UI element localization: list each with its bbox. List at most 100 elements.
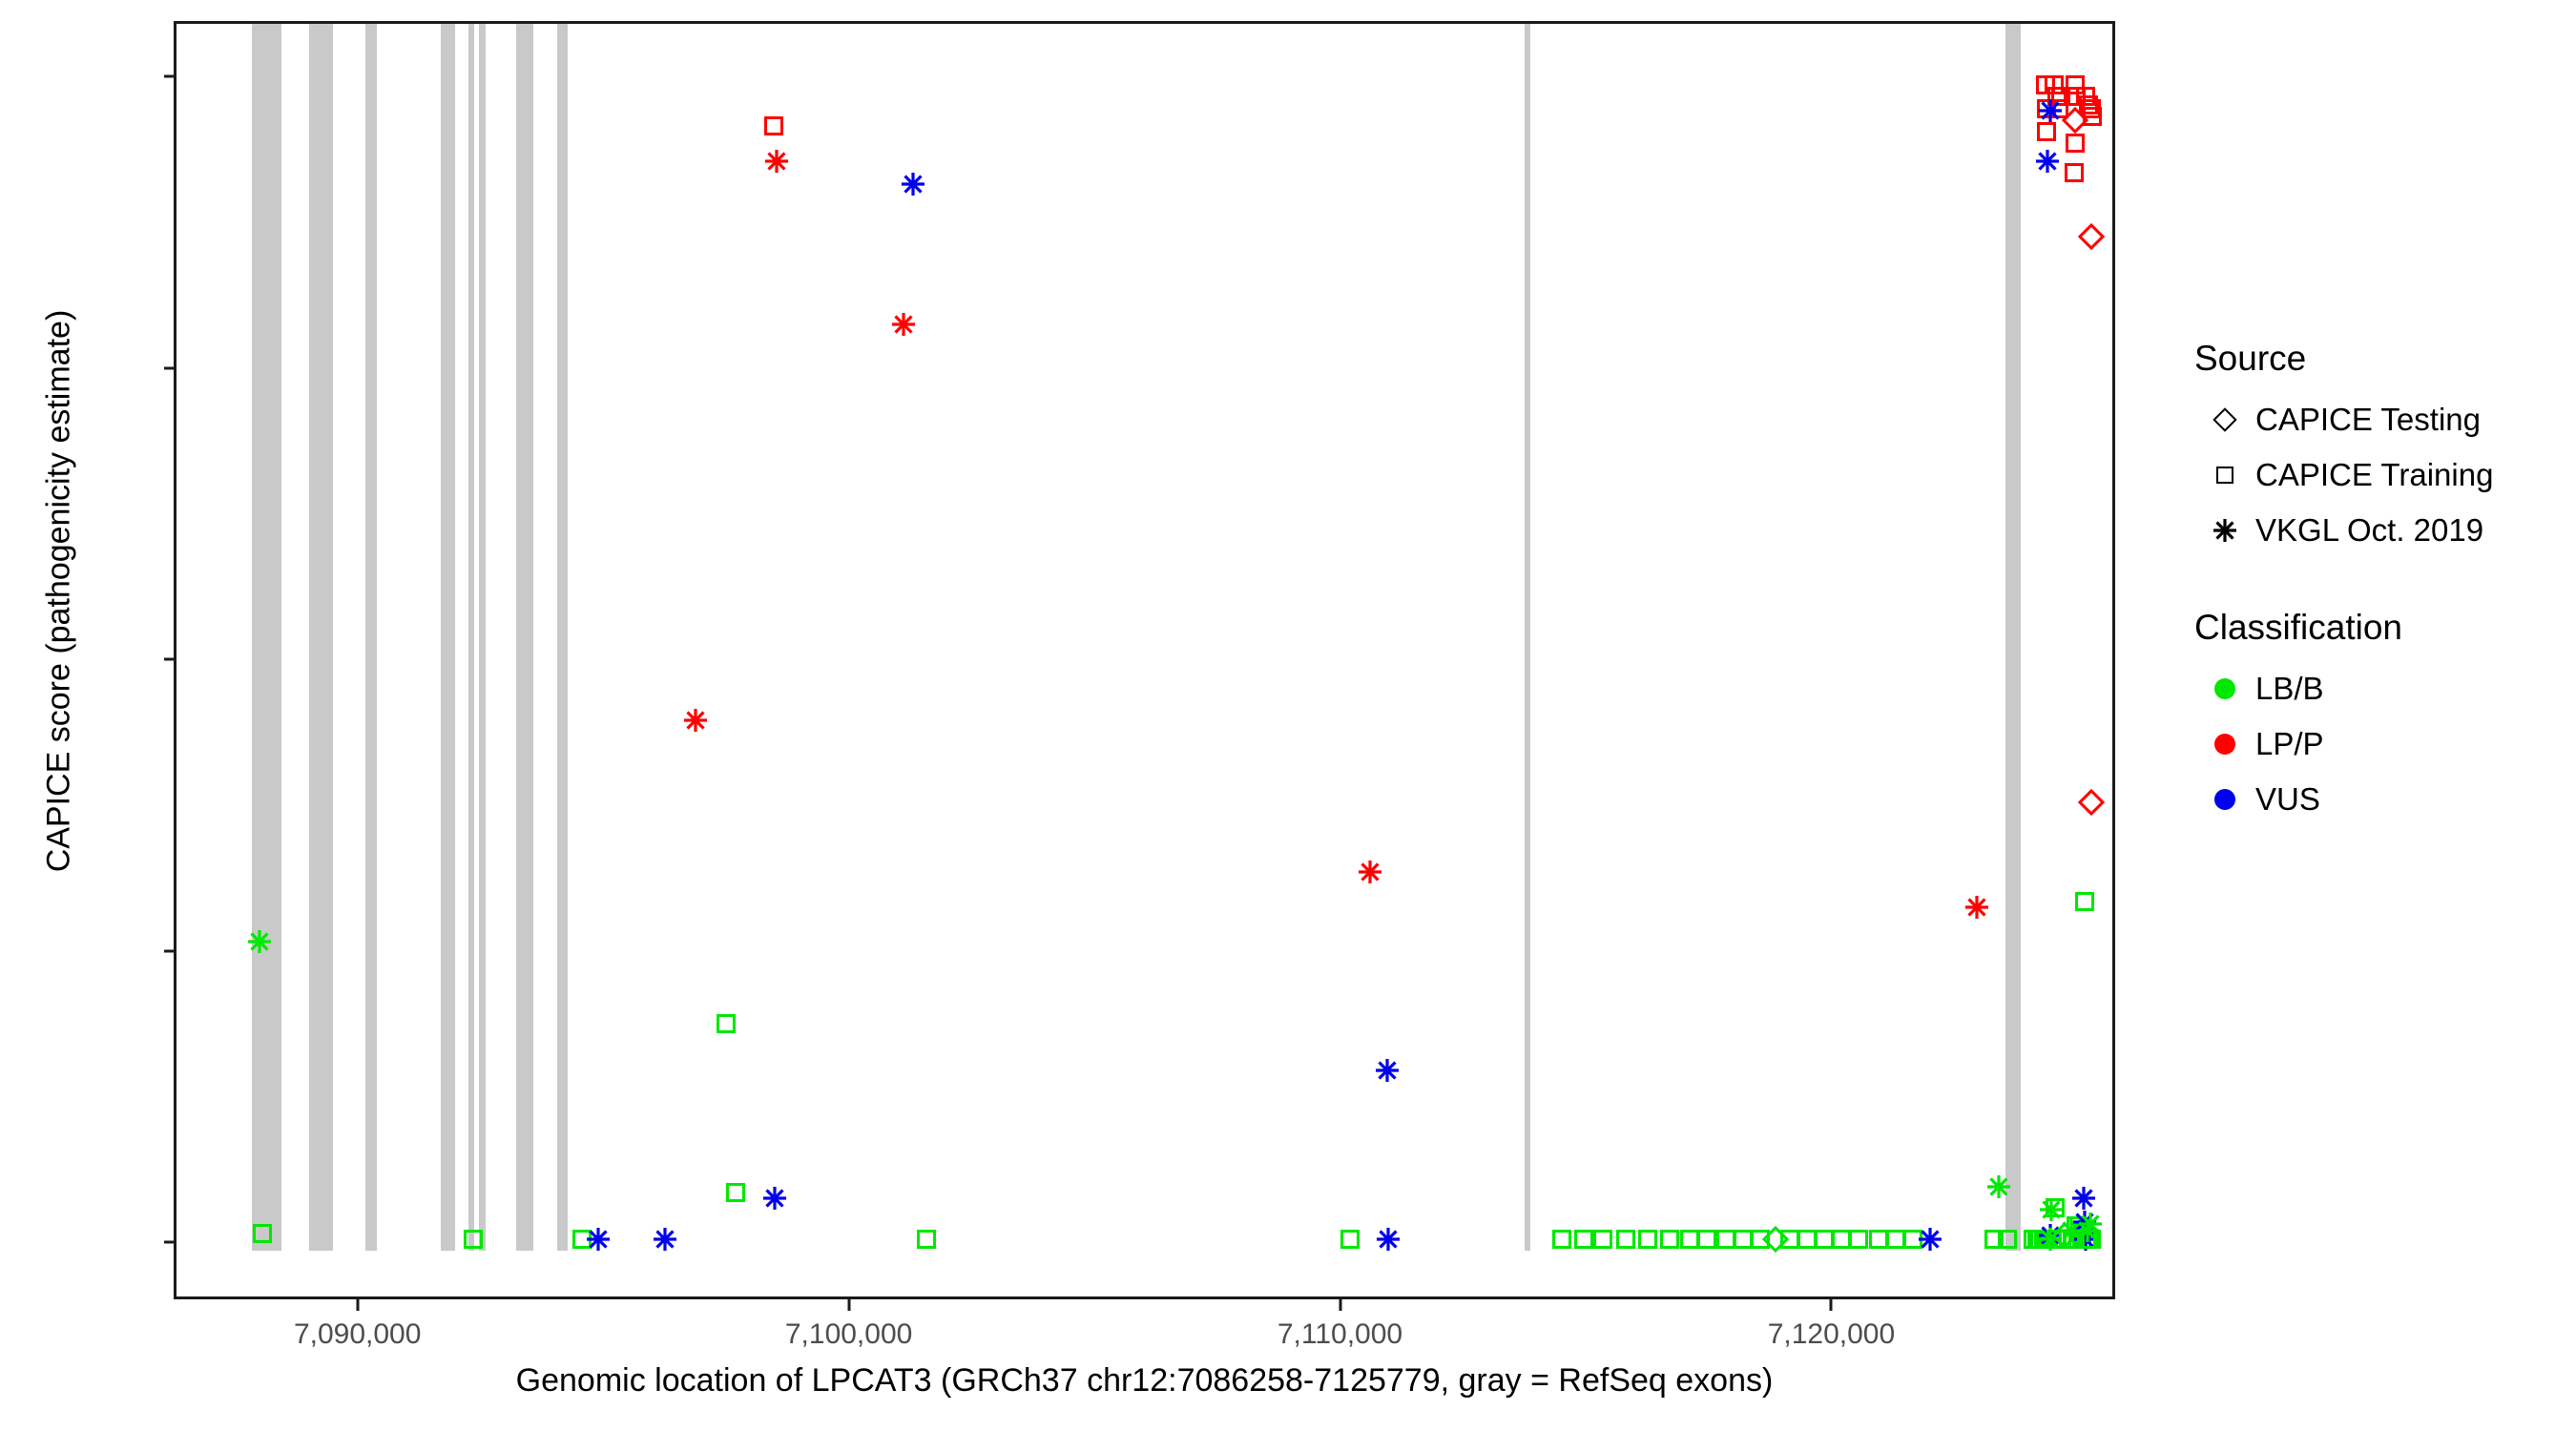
legend-group-source: CAPICE Testing CAPICE Training VKGL Oct. 2… <box>2194 392 2557 558</box>
exon-band <box>556 24 568 1251</box>
exon-band <box>252 24 282 1251</box>
data-point <box>2076 87 2096 107</box>
data-point <box>2038 98 2063 123</box>
x-tick-mark <box>847 1299 851 1311</box>
data-point <box>2039 1197 2064 1222</box>
data-point <box>2030 1229 2050 1249</box>
data-point <box>2078 222 2106 251</box>
data-point <box>1375 1058 1400 1083</box>
x-tick-label: 7,110,000 <box>1277 1318 1403 1350</box>
data-point <box>2051 87 2071 107</box>
data-point <box>1615 1229 1635 1249</box>
legend-item[interactable]: VKGL Oct. 2019 <box>2194 503 2557 558</box>
exon-band <box>2005 24 2022 1251</box>
data-point <box>2049 98 2069 118</box>
data-point <box>2075 1218 2100 1243</box>
data-point <box>1832 1229 1852 1249</box>
legend-item[interactable]: LB/B <box>2194 661 2557 716</box>
y-tick-mark <box>164 366 174 369</box>
data-point <box>2075 891 2095 911</box>
data-point <box>1551 1229 1571 1249</box>
data-point <box>2059 1218 2084 1243</box>
data-point <box>2045 75 2065 95</box>
legend-item-label: VUS <box>2255 781 2320 817</box>
data-point <box>2077 1229 2097 1249</box>
data-point <box>683 708 708 733</box>
data-point <box>2066 1216 2086 1236</box>
diamond-key-icon <box>2194 407 2255 432</box>
x-tick-mark <box>1339 1299 1341 1311</box>
data-point <box>1815 1229 1835 1249</box>
data-point <box>2065 134 2085 154</box>
data-point <box>1797 1229 1818 1249</box>
data-point <box>2082 1229 2102 1249</box>
legend-group-classification: LB/B LP/P VUS <box>2194 661 2557 827</box>
data-point <box>2073 1227 2098 1252</box>
exon-band <box>479 24 487 1251</box>
data-point <box>2082 107 2102 127</box>
legend-item[interactable]: CAPICE Testing <box>2194 392 2557 447</box>
data-point <box>2038 1227 2063 1252</box>
data-point <box>764 115 784 135</box>
data-point <box>1918 1227 1942 1252</box>
exon-band <box>364 24 378 1251</box>
data-point <box>1679 1229 1699 1249</box>
data-point <box>2026 1229 2046 1249</box>
exon-band <box>516 24 533 1251</box>
data-point <box>2078 788 2106 816</box>
plot-panel <box>174 21 2115 1299</box>
data-point <box>1964 895 1989 920</box>
legend-item-label: LP/P <box>2255 726 2324 761</box>
data-point <box>1902 1229 1922 1249</box>
legend-item[interactable]: CAPICE Training <box>2194 447 2557 503</box>
data-point <box>653 1227 677 1252</box>
data-point <box>1761 1225 1789 1254</box>
data-point <box>2067 1218 2092 1243</box>
data-point <box>717 1013 737 1033</box>
data-point <box>1573 1229 1593 1249</box>
data-point <box>1751 1229 1771 1249</box>
y-tick-mark <box>164 1240 174 1244</box>
y-tick-mark <box>164 949 174 952</box>
data-point <box>1376 1227 1401 1252</box>
data-point <box>762 1186 787 1211</box>
data-point <box>1849 1229 1869 1249</box>
exon-band <box>440 24 455 1251</box>
data-point <box>764 149 789 174</box>
data-point <box>572 1229 592 1249</box>
data-point <box>1659 1229 1679 1249</box>
data-point <box>1868 1229 1888 1249</box>
y-axis-title: CAPICE score (pathogenicity estimate) <box>40 309 77 873</box>
data-point <box>1340 1229 1361 1249</box>
data-point <box>1696 1229 1716 1249</box>
legend-item-label: CAPICE Training <box>2255 457 2494 492</box>
data-point <box>2033 1229 2053 1249</box>
data-point <box>2035 75 2055 95</box>
x-tick-mark <box>356 1299 360 1311</box>
x-axis-title: Genomic location of LPCAT3 (GRCh37 chr12… <box>515 1362 1774 1399</box>
data-point <box>2078 1212 2103 1236</box>
legend-item[interactable]: LP/P <box>2194 716 2557 772</box>
legend-title-source: Source <box>2194 339 2307 378</box>
exon-band <box>308 24 334 1251</box>
legend-item-label: VKGL Oct. 2019 <box>2255 512 2484 548</box>
classification-dot-icon <box>2194 678 2255 699</box>
exon-band <box>1525 24 1531 1251</box>
data-point <box>586 1227 611 1252</box>
data-point <box>2081 98 2101 118</box>
x-tick-label: 7,100,000 <box>784 1318 913 1350</box>
data-point <box>2079 1229 2099 1249</box>
data-point <box>2038 1223 2063 1248</box>
data-point <box>1358 860 1382 884</box>
square-key-icon <box>2194 467 2255 484</box>
data-point <box>1637 1229 1657 1249</box>
data-point <box>1780 1229 1800 1249</box>
legend-item[interactable]: VUS <box>2194 772 2557 827</box>
data-point <box>2079 94 2099 114</box>
data-point <box>2065 75 2085 95</box>
data-point <box>2046 1229 2067 1249</box>
data-point <box>2065 162 2085 182</box>
data-point <box>2037 1229 2057 1249</box>
legend-item-label: CAPICE Testing <box>2255 402 2481 437</box>
legend-item-label: LB/B <box>2255 671 2324 706</box>
